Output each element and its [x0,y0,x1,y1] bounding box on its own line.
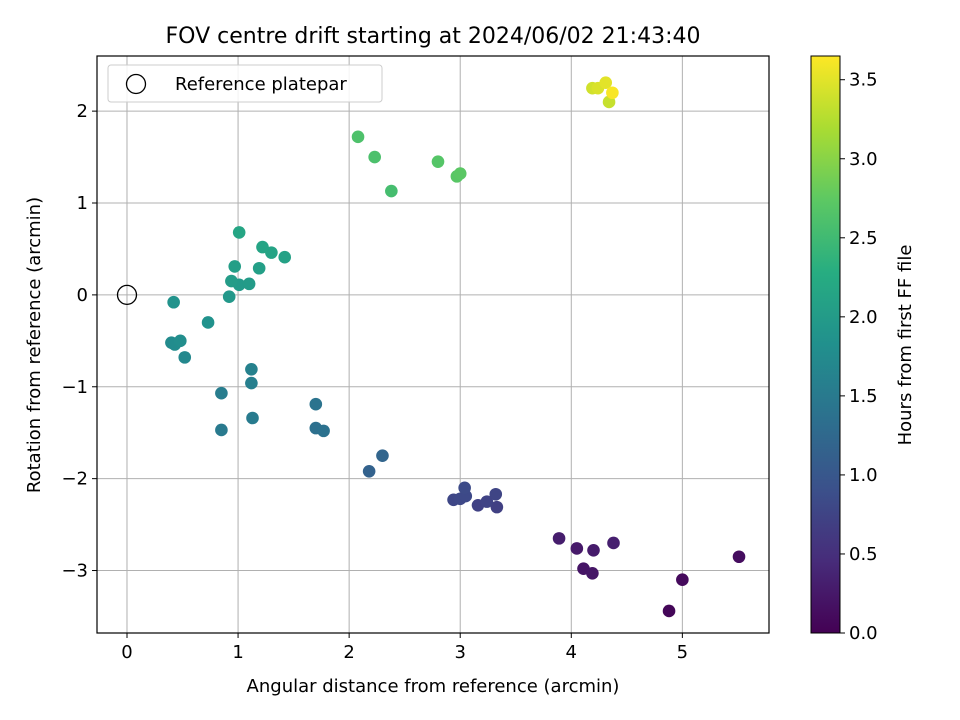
colorbar-tick-label: 1.0 [849,465,878,486]
y-tick-label: −1 [61,377,88,398]
legend-label-reference: Reference platepar [175,74,347,95]
data-point [228,260,242,273]
data-point [278,250,292,264]
x-axis-label: Angular distance from reference (arcmin) [247,676,620,697]
y-tick-label: 2 [77,101,88,122]
y-axis-ticks: −3 −2 −1 0 1 2 [61,101,97,582]
colorbar-tick-label: 2.5 [849,228,878,249]
colorbar-tick-label: 3.5 [849,70,878,91]
data-point [245,376,258,390]
data-point [362,464,376,478]
legend-marker-reference [125,73,147,95]
data-point [245,363,258,376]
data-point [242,277,256,291]
data-point [351,130,365,144]
data-point [215,423,228,437]
grid-lines [97,56,769,633]
colorbar-tick-label: 0.0 [849,623,878,644]
colorbar-label: Hours from first FF file [895,245,916,446]
data-point [178,351,192,364]
x-tick-label: 3 [454,642,465,663]
data-point [662,604,676,618]
data-point [587,544,600,557]
data-points [165,76,746,618]
data-point [232,226,246,239]
colorbar: 0.0 0.5 1.0 1.5 2.0 2.5 3.0 3.5 Hours from firs… [810,55,916,644]
legend-box [107,64,383,103]
colorbar-tick-label: 1.5 [849,386,878,407]
data-point [732,550,746,564]
data-point [552,532,566,545]
data-point [586,566,599,580]
colorbar-tick-label: 2.0 [849,307,878,328]
data-point [606,86,619,100]
y-tick-label: −3 [61,561,88,582]
data-point [385,184,398,198]
x-tick-label: 0 [121,642,132,663]
x-tick-label: 4 [566,642,577,663]
data-point [317,424,330,438]
data-point [368,150,381,164]
data-point [480,495,494,508]
data-point [458,481,471,495]
y-tick-label: 0 [77,285,88,306]
data-point [676,573,689,587]
x-tick-label: 5 [677,642,688,663]
chart-title: FOV centre drift starting at 2024/06/02 … [166,24,701,49]
colorbar-gradient [810,55,841,634]
data-point [599,76,613,89]
legend: Reference platepar [107,64,383,103]
data-point [246,411,259,425]
colorbar-tick-label: 0.5 [849,544,878,565]
reference-marker [116,284,138,306]
plot-frame [96,55,770,634]
x-tick-label: 2 [343,642,354,663]
data-point [252,261,266,275]
data-point [167,295,180,309]
data-point [489,487,503,501]
y-tick-label: −2 [61,469,88,490]
reference-point [116,284,138,306]
x-tick-label: 1 [232,642,243,663]
colorbar-tick-label: 3.0 [849,149,878,170]
data-point [174,334,187,348]
data-point [607,536,620,550]
data-point [309,397,323,411]
colorbar-ticks: 0.0 0.5 1.0 1.5 2.0 2.5 3.0 3.5 [840,70,878,644]
data-point [256,240,269,254]
data-point [225,274,238,288]
data-point [215,386,228,400]
data-point [222,290,236,304]
y-tick-label: 1 [77,193,88,214]
data-point [201,316,215,329]
data-point [570,542,584,555]
x-axis-ticks: 0 1 2 3 4 5 [121,633,688,663]
data-point [376,449,389,462]
data-point [431,155,445,168]
data-point [490,500,504,514]
y-axis-label: Rotation from reference (arcmin) [24,197,45,493]
data-point [453,167,467,180]
